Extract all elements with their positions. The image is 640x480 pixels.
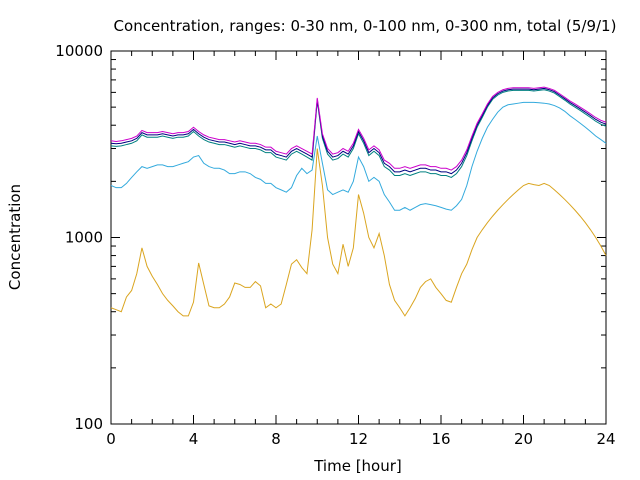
x-tick-label: 20 — [514, 430, 533, 448]
series-line-1 — [110, 148, 607, 317]
axis-ticks: 0 4 8 12 16 20 24 100 1000 10000 — [55, 42, 615, 448]
series-line-2 — [110, 101, 607, 211]
plot-border — [110, 50, 607, 425]
series-layer — [110, 86, 607, 317]
y-tick-label: 1000 — [65, 229, 103, 247]
chart-title: Concentration, ranges: 0-30 nm, 0-100 nm… — [114, 17, 617, 35]
x-tick-label: 4 — [189, 430, 199, 448]
x-axis-label: Time [hour] — [313, 457, 402, 475]
x-tick-label: 8 — [271, 430, 281, 448]
y-tick-label: 10000 — [55, 42, 103, 60]
plot-frame — [110, 50, 607, 425]
series-line-4 — [110, 87, 607, 175]
series-line-5 — [110, 86, 607, 171]
x-tick-label: 24 — [596, 430, 615, 448]
x-tick-label: 0 — [106, 430, 116, 448]
x-tick-label: 16 — [431, 430, 450, 448]
y-tick-label: 100 — [74, 415, 103, 433]
x-tick-label: 12 — [349, 430, 368, 448]
series-line-3 — [110, 89, 607, 178]
y-axis-label: Concentration — [6, 184, 24, 290]
